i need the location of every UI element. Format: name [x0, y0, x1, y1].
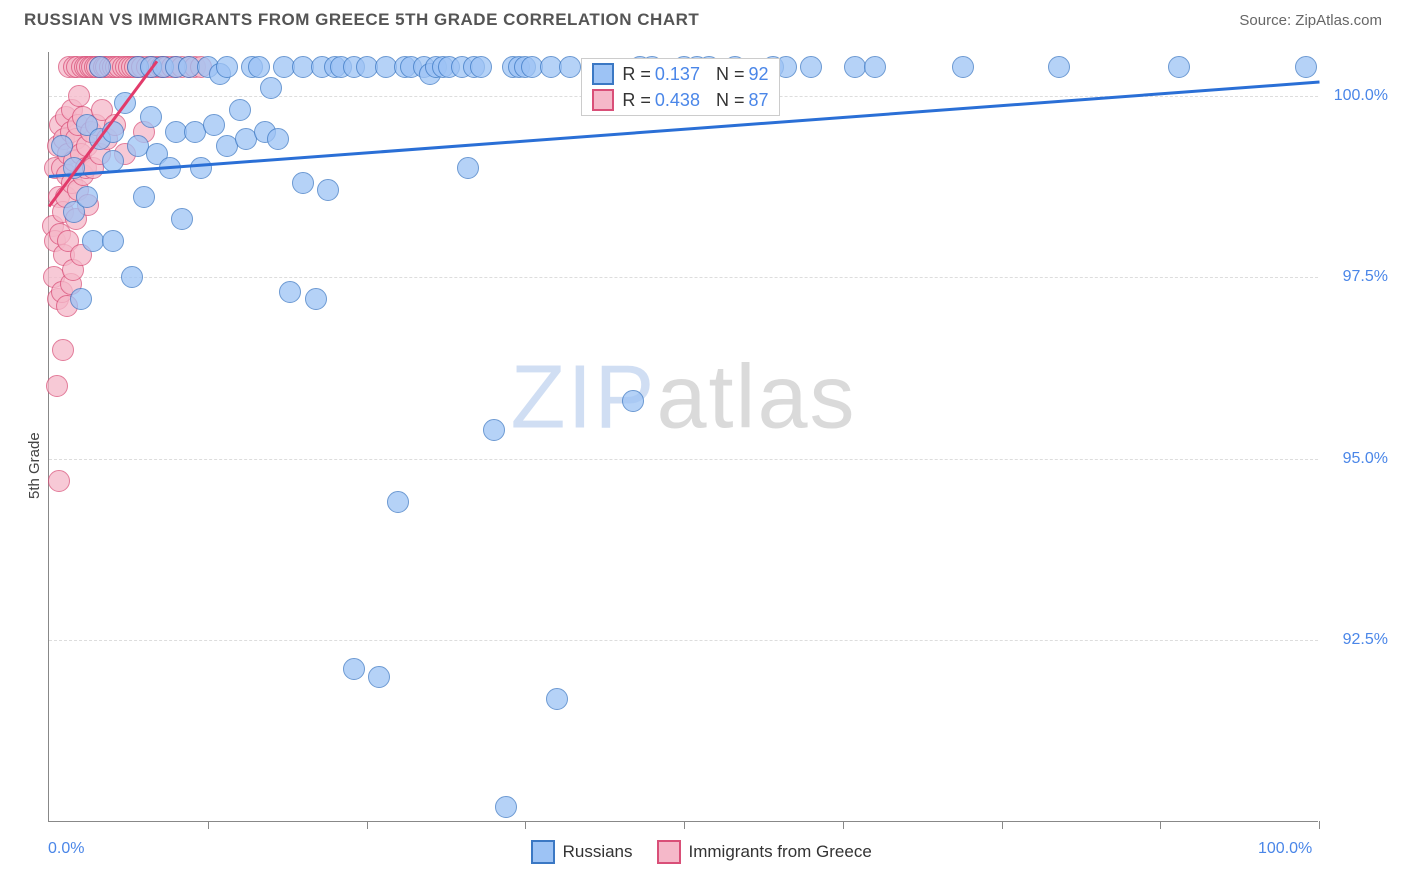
x-tick [684, 821, 685, 829]
scatter-point [952, 56, 974, 78]
x-tick [843, 821, 844, 829]
scatter-point [457, 157, 479, 179]
stat-swatch [592, 63, 614, 85]
legend-label: Immigrants from Greece [689, 842, 872, 862]
chart-title: RUSSIAN VS IMMIGRANTS FROM GREECE 5TH GR… [24, 10, 699, 30]
y-tick-label: 97.5% [1343, 268, 1388, 286]
x-tick [1160, 821, 1161, 829]
gridline-h [49, 640, 1318, 641]
x-axis-start-label: 0.0% [48, 840, 84, 858]
y-axis-title: 5th Grade [26, 432, 43, 499]
source-label: Source: [1239, 12, 1295, 29]
correlation-stat-box: R = 0.137 N = 92 R = 0.438 N = 87 [581, 58, 779, 116]
scatter-point [546, 688, 568, 710]
legend-item: Immigrants from Greece [657, 840, 872, 864]
scatter-point [317, 179, 339, 201]
legend-swatch [531, 840, 555, 864]
scatter-point [1295, 56, 1317, 78]
scatter-point [133, 186, 155, 208]
scatter-point [48, 470, 70, 492]
scatter-point [483, 419, 505, 441]
scatter-point [800, 56, 822, 78]
stat-swatch [592, 89, 614, 111]
scatter-point [121, 266, 143, 288]
stat-n: N = 87 [716, 90, 769, 111]
y-tick-label: 92.5% [1343, 631, 1388, 649]
chart-legend: Russians Immigrants from Greece [531, 840, 872, 864]
stat-r: R = 0.438 [622, 90, 700, 111]
scatter-point [1168, 56, 1190, 78]
source-name: ZipAtlas.com [1295, 12, 1382, 29]
scatter-point [279, 281, 301, 303]
scatter-point [1048, 56, 1070, 78]
scatter-point [76, 186, 98, 208]
x-axis-end-label: 100.0% [1258, 840, 1312, 858]
x-tick [1319, 821, 1320, 829]
stat-row: R = 0.137 N = 92 [592, 63, 768, 85]
scatter-point [248, 56, 270, 78]
y-tick-label: 95.0% [1343, 450, 1388, 468]
scatter-point [89, 56, 111, 78]
scatter-point [229, 99, 251, 121]
scatter-point [864, 56, 886, 78]
scatter-point [203, 114, 225, 136]
scatter-point [470, 56, 492, 78]
y-tick-label: 100.0% [1334, 87, 1388, 105]
chart-header: RUSSIAN VS IMMIGRANTS FROM GREECE 5TH GR… [0, 0, 1406, 36]
legend-label: Russians [563, 842, 633, 862]
chart-plot-area: ZIPatlas 92.5%95.0%97.5%100.0% [48, 52, 1318, 822]
gridline-h [49, 459, 1318, 460]
scatter-point [68, 85, 90, 107]
legend-swatch [657, 840, 681, 864]
scatter-point [70, 288, 92, 310]
scatter-point [343, 658, 365, 680]
gridline-h [49, 277, 1318, 278]
scatter-point [559, 56, 581, 78]
scatter-point [305, 288, 327, 310]
x-tick [1002, 821, 1003, 829]
scatter-point [622, 390, 644, 412]
stat-n: N = 92 [716, 64, 769, 85]
stat-r: R = 0.137 [622, 64, 700, 85]
scatter-point [387, 491, 409, 513]
scatter-point [140, 106, 162, 128]
scatter-point [102, 230, 124, 252]
legend-item: Russians [531, 840, 633, 864]
scatter-point [216, 56, 238, 78]
watermark: ZIPatlas [510, 347, 856, 450]
scatter-point [292, 172, 314, 194]
scatter-point [495, 796, 517, 818]
scatter-point [260, 77, 282, 99]
x-tick [525, 821, 526, 829]
scatter-point [190, 157, 212, 179]
scatter-point [52, 339, 74, 361]
scatter-point [171, 208, 193, 230]
scatter-point [46, 375, 68, 397]
watermark-atlas: atlas [656, 348, 856, 448]
scatter-point [51, 135, 73, 157]
scatter-point [368, 666, 390, 688]
x-tick [367, 821, 368, 829]
scatter-point [267, 128, 289, 150]
x-tick [208, 821, 209, 829]
stat-row: R = 0.438 N = 87 [592, 89, 768, 111]
chart-source: Source: ZipAtlas.com [1239, 12, 1382, 29]
